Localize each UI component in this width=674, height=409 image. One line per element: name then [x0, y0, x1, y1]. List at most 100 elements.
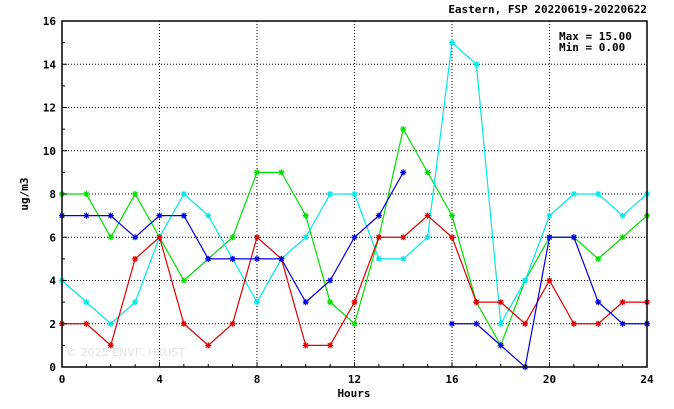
data-point [327, 299, 334, 306]
data-point [351, 191, 358, 197]
data-point [327, 277, 334, 284]
y-tick-label: 0 [49, 361, 56, 374]
series-3 [59, 212, 650, 349]
data-point [522, 277, 529, 284]
data-point [400, 169, 407, 176]
data-point [351, 234, 358, 241]
data-point [449, 234, 455, 241]
data-point [522, 320, 529, 327]
data-point [229, 255, 236, 262]
data-point [449, 212, 455, 219]
x-axis-label: Hours [337, 387, 370, 400]
x-tick-label: 0 [59, 373, 66, 386]
y-tick-label: 10 [43, 145, 56, 158]
data-point [619, 320, 626, 327]
data-point [619, 299, 626, 306]
data-point [205, 212, 212, 219]
data-point [132, 234, 139, 241]
data-point [205, 255, 212, 262]
data-point [497, 320, 504, 327]
data-point [302, 299, 309, 306]
data-point [254, 299, 260, 306]
data-point [180, 191, 187, 197]
y-tick-label: 4 [49, 275, 56, 288]
data-point [254, 255, 260, 262]
data-point [595, 320, 602, 327]
data-point [83, 212, 90, 219]
data-point [619, 234, 626, 241]
y-tick-label: 12 [43, 102, 56, 115]
data-point [278, 255, 285, 262]
chart-title: Eastern, FSP 20220619-20220622 [448, 3, 647, 16]
watermark: © 2025 ENVF, HKUST [66, 346, 185, 359]
max-label: Max = 15.00 [559, 30, 632, 43]
data-point [424, 169, 431, 176]
data-point [180, 212, 187, 219]
data-point [400, 234, 407, 241]
data-point [473, 299, 480, 306]
data-point [449, 320, 455, 327]
data-point [278, 169, 285, 176]
data-point [424, 212, 431, 219]
data-point [595, 299, 602, 306]
data-point [375, 234, 382, 241]
data-point [546, 234, 553, 241]
data-point [351, 299, 358, 306]
data-point [83, 191, 90, 197]
data-point [375, 212, 382, 219]
data-point [302, 234, 309, 241]
data-point [375, 255, 382, 262]
data-point [570, 234, 577, 241]
data-point [107, 234, 114, 241]
y-tick-label: 14 [43, 58, 57, 71]
data-point [302, 342, 309, 349]
data-point [180, 320, 187, 327]
data-point [327, 191, 334, 197]
data-point [156, 212, 163, 219]
grid-lines [62, 21, 647, 367]
series-group [59, 39, 650, 370]
data-point [546, 212, 553, 219]
data-point [302, 212, 309, 219]
data-point [132, 191, 139, 197]
data-point [132, 255, 139, 262]
data-point [229, 320, 236, 327]
data-point [132, 299, 139, 306]
data-point [107, 320, 114, 327]
x-tick-label: 8 [254, 373, 261, 386]
x-tick-label: 4 [156, 373, 163, 386]
data-point [205, 342, 212, 349]
x-tick-label: 20 [543, 373, 556, 386]
data-point [449, 39, 455, 46]
data-point [107, 342, 114, 349]
data-point [424, 234, 431, 241]
data-point [180, 277, 187, 284]
data-point [254, 169, 260, 176]
y-tick-label: 2 [49, 318, 56, 331]
data-point [570, 191, 577, 197]
data-point [570, 320, 577, 327]
min-label: Min = 0.00 [559, 41, 625, 54]
data-point [83, 299, 90, 306]
x-tick-label: 24 [640, 373, 654, 386]
data-point [497, 342, 504, 349]
y-tick-label: 16 [43, 15, 57, 28]
x-tick-label: 12 [348, 373, 361, 386]
series-4 [59, 169, 650, 370]
data-point [327, 342, 334, 349]
data-point [107, 212, 114, 219]
y-axis-label: ug/m3 [18, 177, 31, 210]
data-point [497, 299, 504, 306]
data-point [229, 234, 236, 241]
data-point [546, 277, 553, 284]
y-tick-label: 8 [49, 188, 56, 201]
data-point [254, 234, 260, 241]
data-point [83, 320, 90, 327]
data-point [400, 255, 407, 262]
data-point [473, 61, 480, 68]
data-point [473, 320, 480, 327]
y-tick-label: 6 [49, 231, 56, 244]
data-point [400, 126, 407, 133]
